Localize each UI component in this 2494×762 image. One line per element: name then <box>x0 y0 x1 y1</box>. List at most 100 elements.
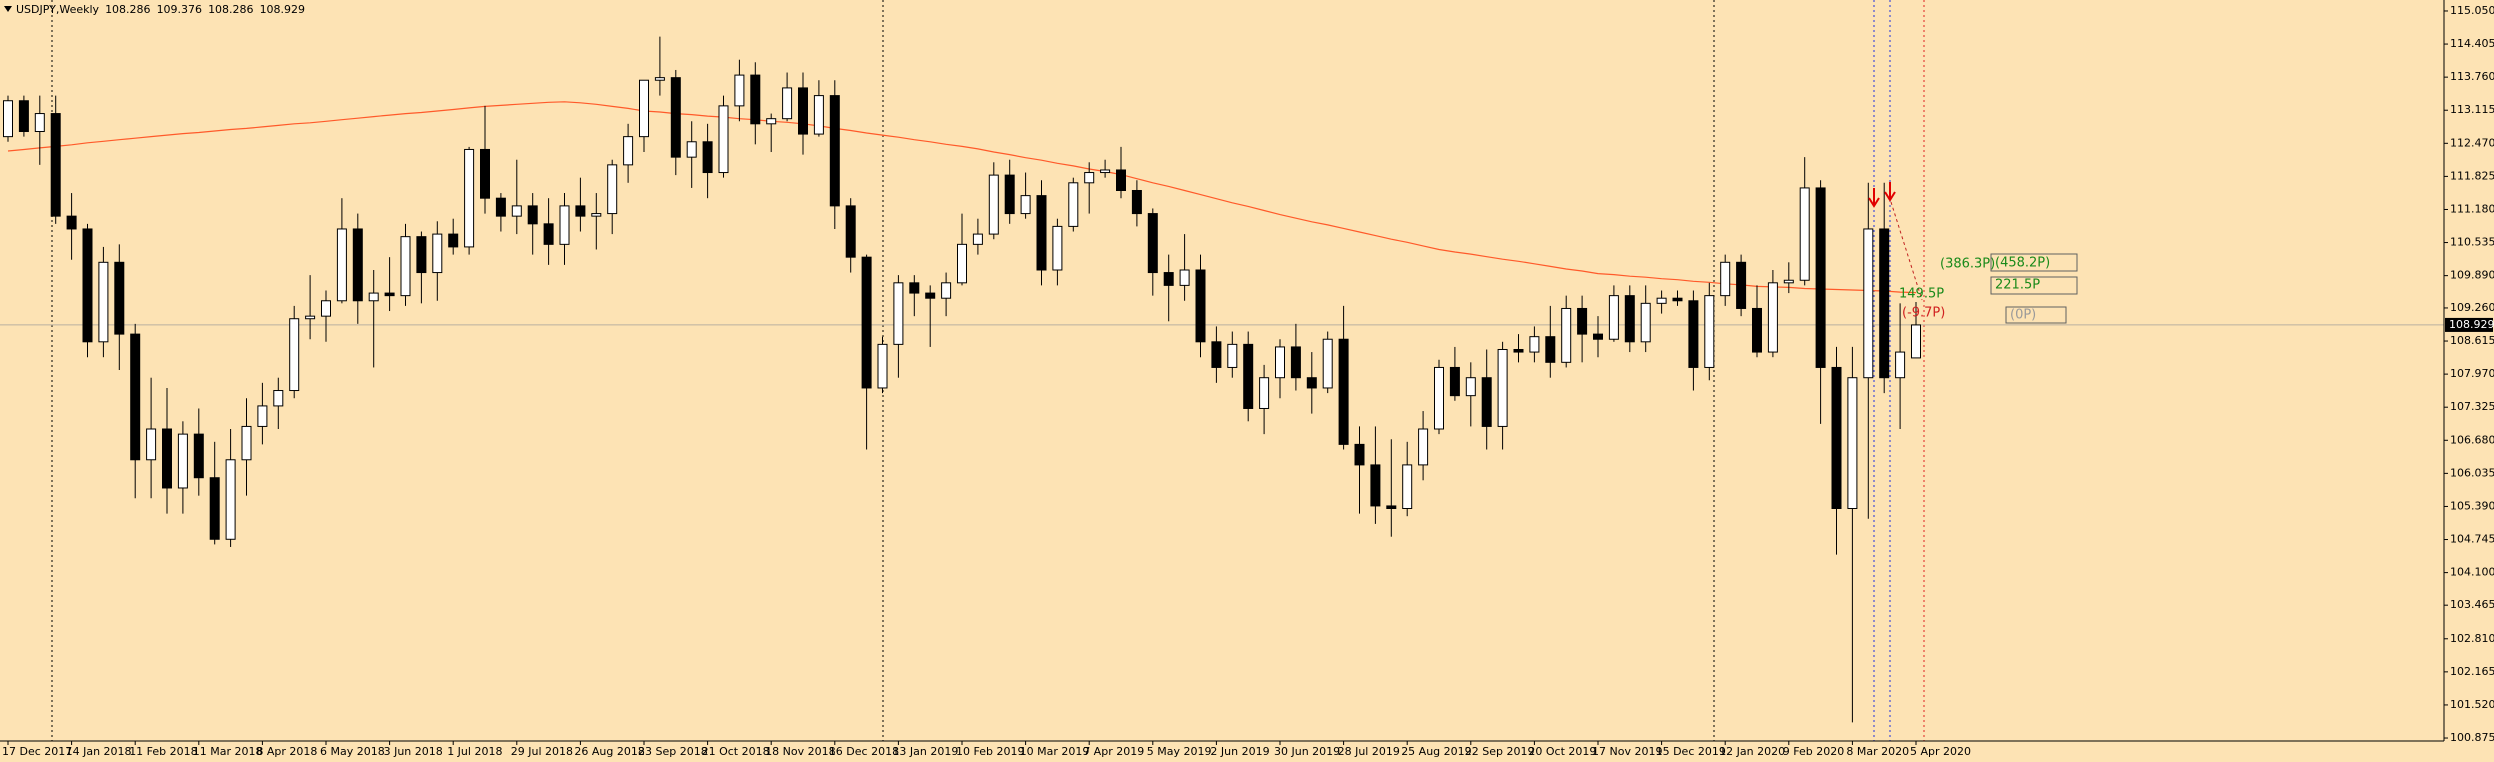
ohlc-open: 108.286 <box>105 3 151 16</box>
annotation: 149.5P <box>1899 287 1944 302</box>
candle-body-up <box>1720 261 1731 297</box>
x-tick-label: 8 Apr 2018 <box>256 745 317 758</box>
candle-body-up <box>305 315 316 320</box>
x-tick-label: 11 Feb 2018 <box>129 745 197 758</box>
annotation: (0P) <box>2010 308 2036 323</box>
y-tick-label: 102.165 <box>2450 665 2494 678</box>
candle-body-up <box>1418 428 1429 466</box>
candle-body-up <box>1179 269 1190 286</box>
candle-body-down <box>130 333 141 461</box>
candle-body-up <box>1100 169 1111 174</box>
candle-body-down <box>1163 272 1174 286</box>
candle-body-up <box>511 205 522 217</box>
annotation-box <box>2005 306 2067 324</box>
y-tick-label: 106.680 <box>2450 433 2494 446</box>
candle-body-down <box>416 236 427 274</box>
x-tick-label: 30 Jun 2019 <box>1274 745 1340 758</box>
candle-body-down <box>18 100 29 133</box>
candle-body-down <box>209 477 220 540</box>
candle-body-down <box>1513 348 1524 353</box>
candle-body-down <box>845 205 856 258</box>
chart-header: USDJPY,Weekly 108.286 109.376 108.286 108.92… <box>16 3 305 16</box>
candle-body-up <box>972 233 983 245</box>
candle-body-up <box>1227 343 1238 368</box>
candle-body-up <box>336 228 347 302</box>
candle-body-up <box>177 433 188 489</box>
candle-body-down <box>527 205 538 225</box>
candle-body-down <box>82 228 93 343</box>
x-tick-label: 2 Jun 2019 <box>1210 745 1269 758</box>
x-tick-label: 1 Jul 2018 <box>447 745 502 758</box>
x-tick-label: 17 Dec 2017 <box>2 745 72 758</box>
price-tag <box>2445 317 2493 332</box>
y-tick-label: 107.970 <box>2450 367 2494 380</box>
x-tick-label: 5 Apr 2020 <box>1910 745 1971 758</box>
x-tick-label: 28 Jul 2019 <box>1338 745 1400 758</box>
candle-body-up <box>1640 302 1651 343</box>
y-tick-label: 102.810 <box>2450 632 2494 645</box>
moving-average <box>7 101 1917 294</box>
candle-body-up <box>1497 348 1508 427</box>
candle-body-up <box>813 95 824 135</box>
x-tick-label: 23 Sep 2018 <box>638 745 708 758</box>
y-tick-label: 104.100 <box>2450 566 2494 579</box>
candle-body-up <box>623 136 634 166</box>
candle-body-up <box>34 113 45 133</box>
candle-body-down <box>1481 377 1492 427</box>
candle-body-up <box>1068 182 1079 227</box>
candle-body-down <box>1195 269 1206 343</box>
y-tick-label: 103.465 <box>2450 598 2494 611</box>
annotation: 221.5P <box>1995 278 2040 293</box>
x-tick-label: 13 Jan 2019 <box>892 745 958 758</box>
candle-body-up <box>988 174 999 235</box>
candle-body-up <box>654 77 665 81</box>
candle-body-up <box>607 164 618 215</box>
candle-body-down <box>193 433 204 479</box>
x-tick-label: 16 Dec 2018 <box>829 745 899 758</box>
candle-body-up <box>1259 377 1270 409</box>
candle-body-up <box>686 141 697 158</box>
candle-body-up <box>3 100 13 138</box>
candle-body-up <box>1465 377 1476 397</box>
menu-icon[interactable] <box>4 6 12 12</box>
signal-arrow <box>1884 182 1896 202</box>
signal-arrow <box>1868 188 1880 208</box>
ohlc-low: 108.286 <box>208 3 254 16</box>
candle-body-down <box>384 292 395 297</box>
candle-body-down <box>1386 505 1397 509</box>
candle-body-up <box>957 243 967 284</box>
candle-body-down <box>162 428 172 489</box>
candle-body-up <box>877 343 888 389</box>
candle-body-down <box>352 228 363 302</box>
y-tick-label: 113.760 <box>2450 70 2494 83</box>
candle-body-down <box>575 205 586 217</box>
candle-body-down <box>495 197 506 217</box>
candle-body-down <box>1306 377 1317 389</box>
y-tick-label: 111.180 <box>2450 202 2494 215</box>
x-tick-label: 7 Apr 2019 <box>1083 745 1144 758</box>
y-tick-label: 112.470 <box>2450 136 2494 149</box>
annotation-box <box>1990 276 2078 295</box>
candle-body-down <box>1545 336 1556 363</box>
candle-body-up <box>273 390 284 407</box>
candle-body-up <box>1847 377 1858 509</box>
candle-body-up <box>1322 338 1333 389</box>
y-tick-label: 100.875 <box>2450 731 2494 744</box>
y-tick-label: 109.890 <box>2450 269 2494 282</box>
x-tick-label: 5 May 2019 <box>1147 745 1212 758</box>
x-tick-label: 15 Dec 2019 <box>1656 745 1726 758</box>
candle-body-up <box>1608 295 1619 340</box>
candle-body-up <box>591 213 602 217</box>
x-tick-label: 11 Mar 2018 <box>193 745 263 758</box>
y-tick-label: 109.260 <box>2450 301 2494 314</box>
x-tick-label: 18 Nov 2018 <box>765 745 835 758</box>
x-tick-label: 10 Feb 2019 <box>956 745 1024 758</box>
candle-body-up <box>1020 195 1031 215</box>
y-tick-label: 101.520 <box>2450 698 2494 711</box>
y-tick-label: 111.825 <box>2450 169 2494 182</box>
candle-body-up <box>1656 297 1667 304</box>
candle-body-up <box>1052 225 1063 271</box>
candle-body-up <box>400 236 411 297</box>
candle-body-down <box>1370 464 1381 507</box>
candle-body-up <box>368 292 379 302</box>
